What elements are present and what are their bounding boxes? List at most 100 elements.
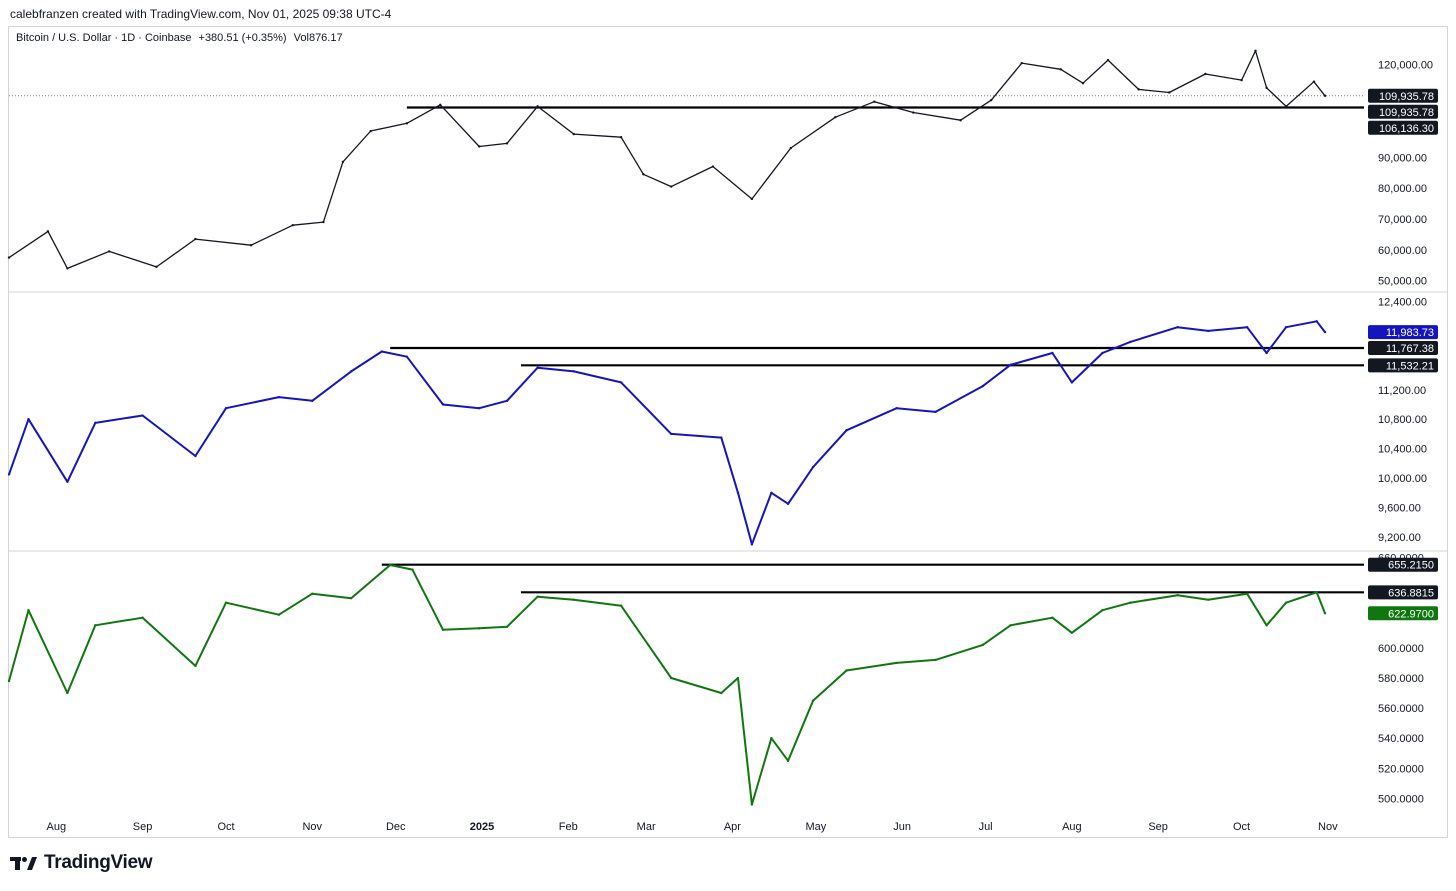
data-point (1009, 624, 1012, 627)
price-label: 655.2150 (1388, 560, 1434, 572)
chart-frame (8, 26, 1448, 838)
price-label-box (1368, 88, 1438, 103)
price-label-box (1368, 341, 1438, 356)
data-point (1315, 320, 1318, 323)
data-point (934, 658, 937, 662)
data-point (1101, 351, 1104, 355)
data-point (94, 624, 97, 627)
data-point (1323, 94, 1327, 97)
data-point (277, 613, 281, 616)
x-tick-label: Mar (637, 821, 656, 833)
data-point (311, 399, 314, 403)
data-point (224, 601, 228, 604)
data-point (27, 418, 30, 421)
data-point (1323, 330, 1327, 334)
data-point (405, 122, 409, 125)
data-point (1081, 82, 1085, 85)
series-line-pane-3[interactable] (8, 564, 1326, 806)
data-point (572, 370, 576, 373)
data-point (311, 592, 314, 595)
data-point (750, 543, 754, 546)
data-point (1059, 68, 1062, 71)
data-point (1265, 351, 1268, 355)
data-point (536, 366, 539, 369)
price-label-box (1368, 325, 1438, 340)
y-tick-label: 12,400.00 (1378, 296, 1427, 308)
y-tick-label: 9,200.00 (1378, 532, 1421, 544)
price-label-box (1368, 557, 1438, 572)
y-tick-label: 520.0000 (1378, 763, 1424, 775)
data-point (736, 676, 740, 680)
data-point (380, 350, 384, 353)
series-line-pane-2[interactable] (8, 320, 1326, 546)
data-point (1101, 609, 1104, 612)
price-label: 109,935.78 (1379, 107, 1434, 119)
y-tick-label: 500.0000 (1378, 793, 1424, 805)
data-point (66, 691, 69, 695)
price-label: 11,983.73 (1386, 327, 1434, 339)
data-point (66, 267, 69, 270)
tradingview-logo-icon (10, 857, 37, 870)
data-point (811, 465, 815, 469)
data-point (1106, 58, 1110, 62)
data-point (572, 598, 576, 601)
y-tick-label: 560.0000 (1378, 703, 1424, 715)
data-point (1284, 105, 1288, 108)
data-point (1129, 601, 1132, 604)
data-point (194, 664, 197, 668)
data-point (46, 230, 50, 233)
symbol-legend[interactable]: Bitcoin / U.S. Dollar · 1D · Coinbase +3… (16, 32, 347, 44)
y-tick-label: 9,600.00 (1378, 503, 1421, 515)
x-tick-label: Jun (893, 821, 911, 833)
data-point (1176, 593, 1179, 597)
data-point (341, 160, 345, 164)
data-point (66, 480, 69, 483)
x-tick-label: Dec (386, 821, 406, 833)
data-point (1323, 612, 1327, 615)
x-tick-label: Nov (1318, 821, 1338, 833)
data-point (989, 98, 993, 102)
x-tick-label: Oct (1233, 821, 1250, 833)
data-point (1137, 88, 1140, 91)
price-label: 109,935.78 (1379, 91, 1434, 103)
data-point (789, 146, 793, 150)
data-point (1284, 601, 1288, 604)
y-tick-label: 50,000.00 (1378, 276, 1427, 288)
data-point (895, 406, 898, 410)
data-point (572, 132, 576, 136)
price-label: 636.8815 (1388, 587, 1434, 599)
y-tick-label: 10,000.00 (1378, 473, 1427, 485)
data-point (411, 568, 414, 571)
data-point (1070, 631, 1074, 635)
x-tick-label: Aug (1062, 821, 1082, 833)
y-tick-label: 10,400.00 (1378, 444, 1427, 456)
data-point (770, 491, 773, 495)
data-point (350, 370, 353, 373)
y-tick-label: 80,000.00 (1378, 183, 1427, 195)
data-point (981, 384, 985, 388)
chart-pane-1[interactable]: 50,000.00 60,000.00 70,000.00 80,000.00 90,0… (7, 49, 1448, 293)
data-point (1051, 351, 1054, 355)
data-point (1204, 72, 1207, 76)
data-point (669, 185, 673, 188)
data-point (536, 105, 539, 108)
data-point (711, 165, 715, 168)
price-label-box (1368, 358, 1438, 373)
series-line-pane-1[interactable] (8, 50, 1326, 270)
tradingview-brand[interactable]: TradingView (10, 852, 153, 874)
y-tick-label: 580.0000 (1378, 673, 1424, 685)
data-point (1009, 363, 1012, 366)
chart-pane-3[interactable]: 500.0000 520.0000 540.0000 560.0000 580.0000… (7, 553, 1438, 806)
data-point (1315, 591, 1318, 594)
data-point (141, 414, 144, 417)
data-point (1070, 381, 1074, 384)
data-point (1051, 616, 1054, 619)
y-tick-label: 60,000.00 (1378, 245, 1427, 257)
data-point (505, 625, 509, 628)
data-point (786, 759, 790, 763)
data-point (107, 250, 111, 253)
chart-pane-2[interactable]: 9,200.00 9,600.00 10,000.00 10,400.00 10,800… (7, 296, 1448, 552)
price-label-box (1368, 585, 1438, 600)
data-point (959, 119, 962, 122)
